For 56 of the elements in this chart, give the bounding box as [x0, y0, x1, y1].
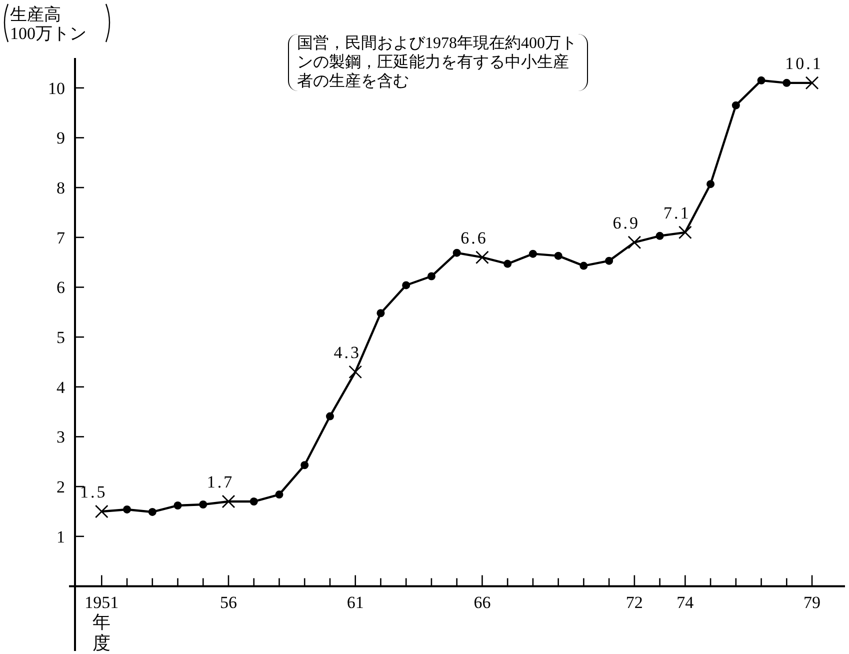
y-tick-label: 10	[48, 78, 65, 98]
x-tick-label: 1951	[84, 593, 119, 612]
point	[148, 508, 156, 516]
point	[782, 78, 791, 87]
x-tick-label: 56	[220, 593, 237, 612]
x-tick-label: 72	[626, 593, 643, 612]
point	[678, 226, 692, 240]
data-label: 6.6	[460, 228, 488, 248]
y-tick-label: 6	[56, 278, 65, 298]
data-label: 1.7	[206, 472, 234, 492]
y-tick-label: 8	[56, 178, 65, 198]
y-tick-label: 1	[56, 527, 65, 546]
point	[628, 236, 642, 250]
point	[402, 281, 410, 290]
point	[452, 248, 461, 257]
x-tick-label: 74	[676, 593, 694, 612]
point	[732, 101, 740, 110]
point	[123, 505, 132, 514]
x-axis-title: 年度	[92, 612, 111, 654]
y-axis-title: 生産高 100万トン	[10, 5, 86, 43]
point	[580, 262, 588, 270]
data-label: 4.3	[334, 342, 361, 362]
data-label: 10.1	[785, 54, 823, 73]
data-label: 1.5	[80, 482, 108, 502]
point	[376, 309, 385, 318]
point	[326, 412, 334, 420]
point	[554, 252, 562, 260]
point	[757, 76, 766, 84]
x-tick-label: 66	[474, 593, 491, 612]
point	[94, 504, 108, 518]
point	[656, 232, 664, 240]
point	[805, 76, 819, 90]
y-tick-label: 5	[56, 328, 65, 348]
point	[504, 260, 512, 268]
point	[222, 494, 236, 508]
point	[174, 501, 182, 510]
point	[275, 490, 284, 499]
data-label: 6.9	[612, 213, 640, 232]
point	[528, 250, 537, 258]
point	[427, 272, 436, 280]
y-tick-label: 4	[56, 378, 66, 397]
point	[300, 461, 309, 470]
point	[199, 500, 208, 508]
y-tick-label: 9	[56, 128, 65, 148]
x-tick-label: 79	[804, 593, 821, 612]
x-tick-label: 61	[346, 593, 364, 612]
point	[476, 250, 489, 264]
y-tick-label: 2	[56, 478, 65, 497]
point	[250, 498, 258, 506]
y-tick-label: 7	[56, 228, 66, 248]
point	[706, 180, 715, 188]
data-label: 7.1	[664, 203, 691, 222]
point	[348, 365, 362, 379]
point	[605, 256, 614, 265]
annotation: 国営，民間および1978年現在約400万トンの製鋼，圧延能力を有する中小生産者の生産を含む	[288, 34, 588, 91]
y-tick-label: 3	[56, 428, 65, 447]
